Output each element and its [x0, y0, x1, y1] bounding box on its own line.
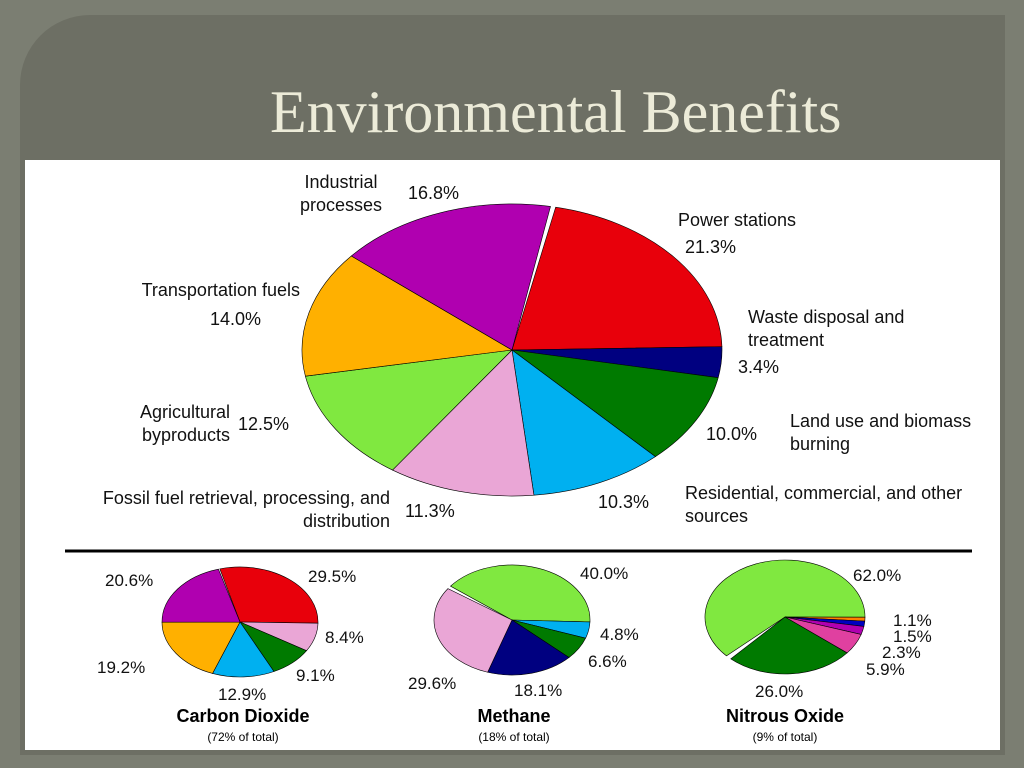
- pie-slice: [487, 619, 570, 676]
- pie-title: Methane: [477, 706, 551, 726]
- value-label: 8.4%: [325, 628, 364, 647]
- value-label: 14.0%: [210, 309, 262, 329]
- pie-slice: [212, 621, 275, 678]
- pie-subtitle: (18% of total): [478, 730, 550, 744]
- value-label: 2.3%: [882, 643, 921, 662]
- pie-slice: [511, 349, 656, 496]
- value-label: 1.5%: [893, 627, 932, 646]
- pie-slice: [161, 568, 241, 623]
- value-label: 10.3%: [598, 492, 650, 512]
- category-label: Fossil fuel retrieval, processing, and d…: [102, 488, 390, 531]
- pie-slice: [392, 349, 535, 497]
- category-label: Land use and biomass burning: [790, 411, 972, 454]
- pie-slice: [301, 255, 513, 377]
- value-label: 9.1%: [296, 666, 335, 685]
- pie-title: Nitrous Oxide: [725, 706, 845, 726]
- value-label: 21.3%: [685, 237, 737, 257]
- value-label: 5.9%: [866, 660, 905, 679]
- value-label: 29.6%: [408, 674, 457, 693]
- value-label: 62.0%: [853, 566, 902, 585]
- pie-title: Carbon Dioxide: [176, 706, 310, 726]
- value-label: 6.6%: [588, 652, 627, 671]
- pie-slice: [433, 588, 513, 673]
- category-label: Power stations: [678, 210, 797, 230]
- value-label: 4.8%: [600, 625, 639, 644]
- pie-subtitle: (9% of total): [752, 730, 818, 744]
- value-label: 40.0%: [580, 564, 629, 583]
- pie-slice: [161, 621, 241, 674]
- slide-title: Environmental Benefits: [270, 79, 842, 145]
- category-label: Industrial processes: [299, 172, 383, 215]
- category-label: Agricultural byproducts: [139, 402, 230, 445]
- value-label: 10.0%: [706, 424, 758, 444]
- value-label: 26.0%: [755, 682, 804, 701]
- pie-slice: [704, 559, 866, 657]
- value-label: 20.6%: [105, 571, 154, 590]
- value-label: 29.5%: [308, 567, 357, 586]
- value-label: 12.5%: [238, 414, 290, 434]
- pie-slice: [219, 566, 319, 624]
- value-label: 12.9%: [218, 685, 267, 704]
- value-label: 16.8%: [408, 183, 460, 203]
- value-label: 1.1%: [893, 611, 932, 630]
- pie-slice: [730, 616, 848, 675]
- pie-slice: [350, 203, 551, 351]
- value-label: 19.2%: [97, 658, 146, 677]
- pie-subtitle: (72% of total): [207, 730, 279, 744]
- value-label: 18.1%: [514, 681, 563, 700]
- category-label: Waste disposal and treatment: [748, 307, 905, 350]
- value-label: 11.3%: [405, 501, 455, 521]
- pie-slice: [511, 206, 723, 351]
- value-label: 3.4%: [738, 357, 780, 377]
- pie-slice: [305, 349, 513, 471]
- pie-slice: [510, 349, 719, 458]
- category-label: Transportation fuels: [141, 280, 300, 300]
- category-label: Residential, commercial, and other sourc…: [685, 483, 963, 526]
- pie-slice: [450, 564, 591, 623]
